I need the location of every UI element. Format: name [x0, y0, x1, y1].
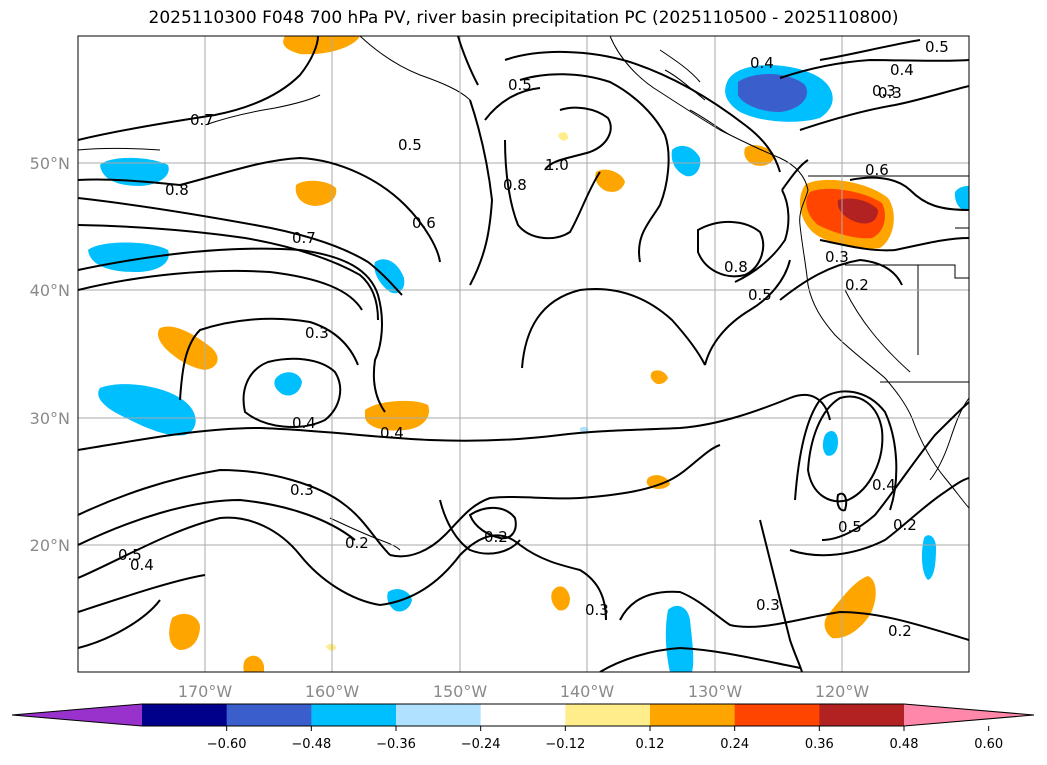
contour-label: 0.3 [878, 84, 902, 102]
colorbar-tick-label: 0.24 [720, 737, 749, 752]
contour-label: 0.4 [130, 556, 154, 574]
contour-label: 0.2 [345, 534, 369, 552]
contour-label: 0.5 [118, 546, 142, 564]
map-title: 2025110300 F048 700 hPa PV, river basin … [148, 8, 899, 28]
colorbar-tick-label: −0.36 [376, 737, 416, 752]
contour-label: 0.2 [893, 516, 917, 534]
contour-labels: 0.7 0.8 0.7 0.5 0.5 0.6 0.4 0.3 0.8 1.0 … [118, 38, 949, 640]
lat-label: 20°N [30, 536, 70, 555]
contour-label: 0.8 [165, 181, 189, 199]
longitude-labels: 170°W 160°W 150°W 140°W 130°W 120°W [178, 682, 870, 701]
lon-label: 170°W [178, 682, 233, 701]
contour-label: 0.3 [825, 248, 849, 266]
colorbar-tick-label: 0.48 [890, 737, 919, 752]
colorbar-tick-label: 0.60 [974, 737, 1003, 752]
contour-label: 0.4 [890, 61, 914, 79]
colorbar: −0.60 −0.48 −0.36 −0.24 −0.12 0.12 0.24 0.36 0.4… [11, 703, 1035, 752]
colorbar-segment [311, 704, 397, 726]
lon-label: 150°W [433, 682, 488, 701]
colorbar-outline [11, 703, 1035, 727]
contour-label: 0.8 [724, 258, 748, 276]
colorbar-tick-label: 0.36 [805, 737, 834, 752]
contour-label: 0.7 [190, 111, 214, 129]
lat-label: 50°N [30, 154, 70, 173]
lon-label: 120°W [815, 682, 870, 701]
colorbar-extend-min [12, 704, 142, 726]
contour-label: 0.4 [292, 414, 316, 432]
contour-label: 0.4 [750, 54, 774, 72]
contour-label: 1.0 [545, 156, 569, 174]
colorbar-tick-label: −0.60 [207, 737, 247, 752]
colorbar-segment [565, 704, 651, 726]
contour-label: 0.6 [865, 161, 889, 179]
contour-label: 0.2 [845, 276, 869, 294]
colorbar-segment [480, 704, 566, 726]
contour-label: 0.4 [380, 424, 404, 442]
contour-label: 0.6 [412, 214, 436, 232]
colorbar-segment [734, 704, 820, 726]
lon-label: 160°W [305, 682, 360, 701]
colorbar-tick-label: −0.24 [461, 737, 501, 752]
lon-label: 140°W [560, 682, 615, 701]
graticule [78, 36, 969, 672]
contour-label: 0.7 [292, 229, 316, 247]
contour-label: 0.5 [925, 38, 949, 56]
coastlines [78, 36, 969, 551]
contour-label: 0.5 [398, 136, 422, 154]
latitude-labels: 50°N 40°N 30°N 20°N [30, 154, 70, 555]
contour-label: 0.3 [756, 596, 780, 614]
contour-label: 0.5 [838, 518, 862, 536]
colorbar-segment [142, 704, 228, 726]
colorbar-segment [226, 704, 312, 726]
contour-label: 0.2 [484, 528, 508, 546]
colorbar-tick-label: 0.12 [636, 737, 665, 752]
colorbar-tick-label: −0.12 [545, 737, 585, 752]
plot-frame [77, 35, 970, 673]
contour-label: 0.3 [290, 481, 314, 499]
lon-label: 130°W [688, 682, 743, 701]
contour-label: 0.8 [503, 176, 527, 194]
pv-contours [78, 36, 969, 672]
contour-label: 0.4 [872, 476, 896, 494]
contour-label: 0.3 [305, 324, 329, 342]
lat-label: 40°N [30, 281, 70, 300]
colorbar-tick-label: −0.48 [291, 737, 331, 752]
contour-label: 0.5 [508, 76, 532, 94]
contour-label: 0.2 [888, 622, 912, 640]
contour-label: 0.3 [585, 601, 609, 619]
precip-shading [88, 36, 969, 672]
colorbar-segment [650, 704, 736, 726]
colorbar-segment [819, 704, 905, 726]
contour-label: 0.5 [748, 286, 772, 304]
lat-label: 30°N [30, 409, 70, 428]
contour-label: 0.3 [872, 82, 896, 100]
colorbar-extend-max [904, 704, 1034, 726]
plot-area: 0.7 0.8 0.7 0.5 0.5 0.6 0.4 0.3 0.8 1.0 … [78, 36, 969, 672]
colorbar-segment [396, 704, 482, 726]
